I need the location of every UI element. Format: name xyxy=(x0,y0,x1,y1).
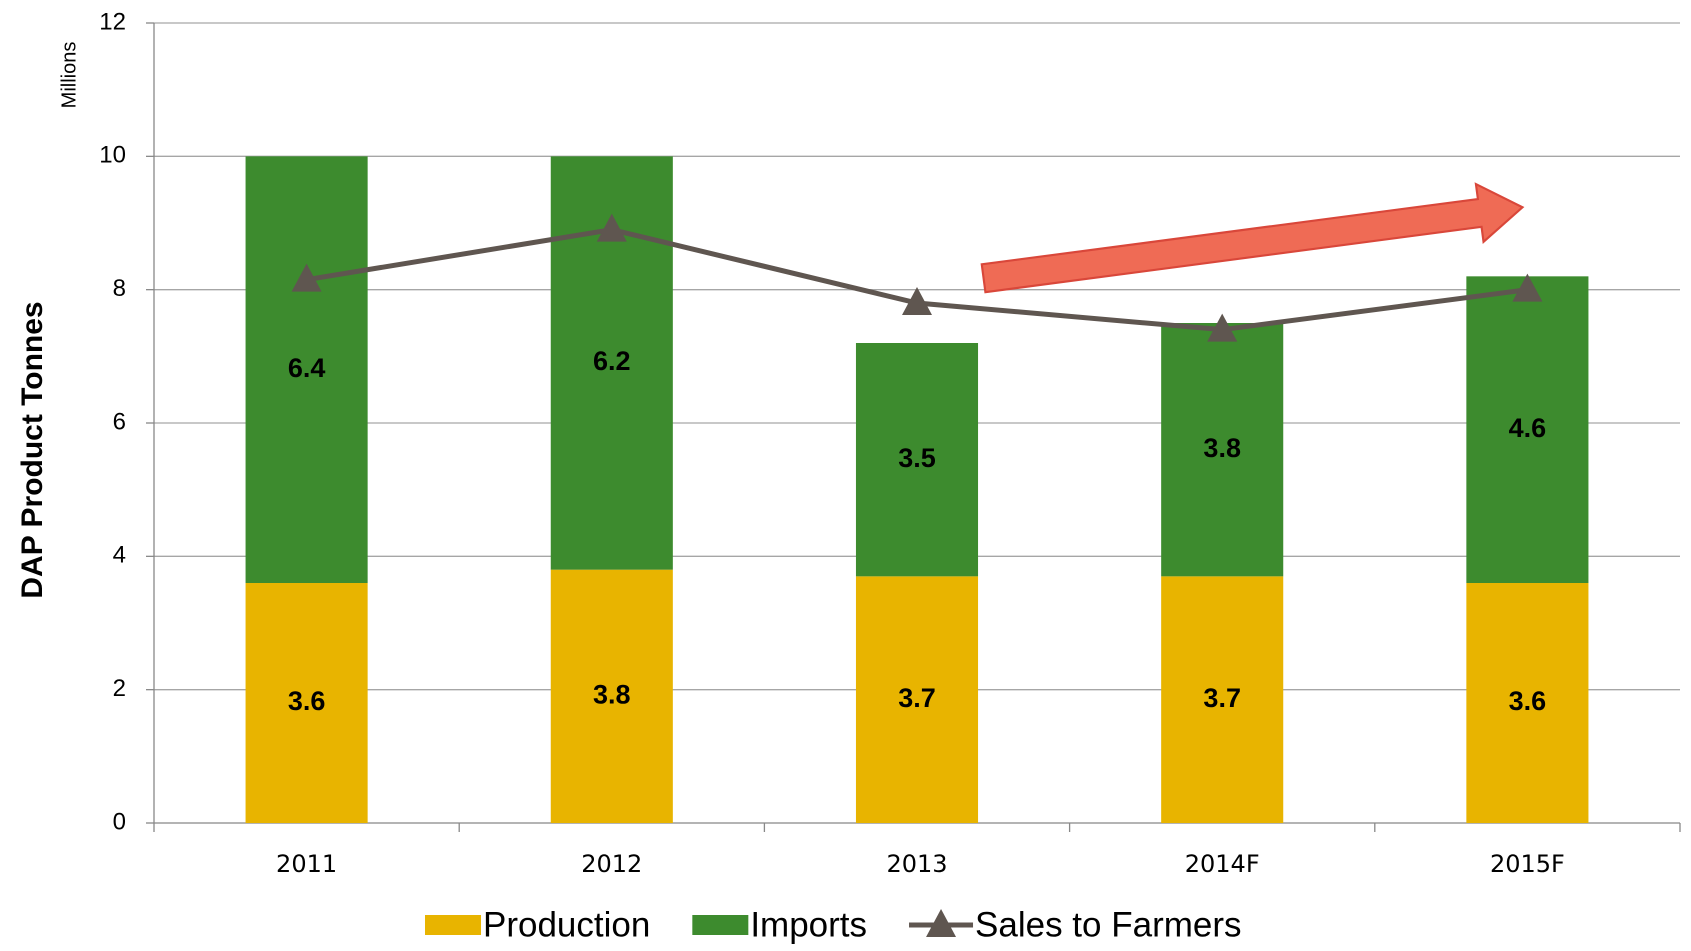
y-tick-label: 10 xyxy=(99,142,126,169)
data-label: 3.7 xyxy=(1203,683,1241,713)
data-label: 3.6 xyxy=(1509,686,1547,716)
y-tick-label: 6 xyxy=(113,408,126,435)
bar-segment xyxy=(1161,323,1284,577)
line-marker xyxy=(1512,273,1543,302)
x-tick-label: 2011 xyxy=(276,850,337,878)
y-units-label: Millions xyxy=(58,42,80,109)
data-label: 3.5 xyxy=(898,443,936,473)
y-axis-label: DAP Product Tonnes xyxy=(16,301,49,598)
y-tick-label: 2 xyxy=(113,675,126,702)
bar-segment xyxy=(1466,276,1589,583)
legend-label: Production xyxy=(483,905,650,944)
bar-segment xyxy=(855,343,979,577)
trend-arrow xyxy=(980,182,1525,294)
y-tick-label: 0 xyxy=(113,808,126,835)
line-marker xyxy=(902,287,932,315)
y-tick-label: 8 xyxy=(113,275,126,302)
legend-label: Sales to Farmers xyxy=(975,905,1241,944)
x-tick-label: 2013 xyxy=(886,850,947,878)
data-label: 3.8 xyxy=(593,679,631,709)
line-marker xyxy=(291,263,322,292)
bar-segment xyxy=(855,576,979,823)
y-tick-label: 12 xyxy=(99,8,126,35)
data-label: 3.8 xyxy=(1203,433,1241,463)
legend-swatch xyxy=(425,915,481,935)
data-label: 3.6 xyxy=(288,686,326,716)
bar-segment xyxy=(245,583,368,823)
x-tick-label: 2012 xyxy=(581,850,642,878)
data-label: 6.4 xyxy=(288,353,326,383)
line-marker xyxy=(596,213,627,242)
bar-segment xyxy=(245,156,368,584)
data-label: 3.7 xyxy=(898,683,936,713)
data-label: 6.2 xyxy=(593,346,631,376)
x-tick-label: 2015F xyxy=(1490,850,1565,878)
legend-marker xyxy=(926,909,957,937)
bar-segment xyxy=(550,569,673,823)
x-tick-label: 2014F xyxy=(1185,850,1260,878)
bar-segment xyxy=(1161,576,1284,823)
data-label: 4.6 xyxy=(1509,413,1547,443)
bar-segment xyxy=(1466,583,1589,823)
line-marker xyxy=(1207,313,1238,342)
legend-label: Imports xyxy=(750,905,867,944)
legend-swatch xyxy=(692,915,749,935)
y-tick-label: 4 xyxy=(113,542,126,569)
